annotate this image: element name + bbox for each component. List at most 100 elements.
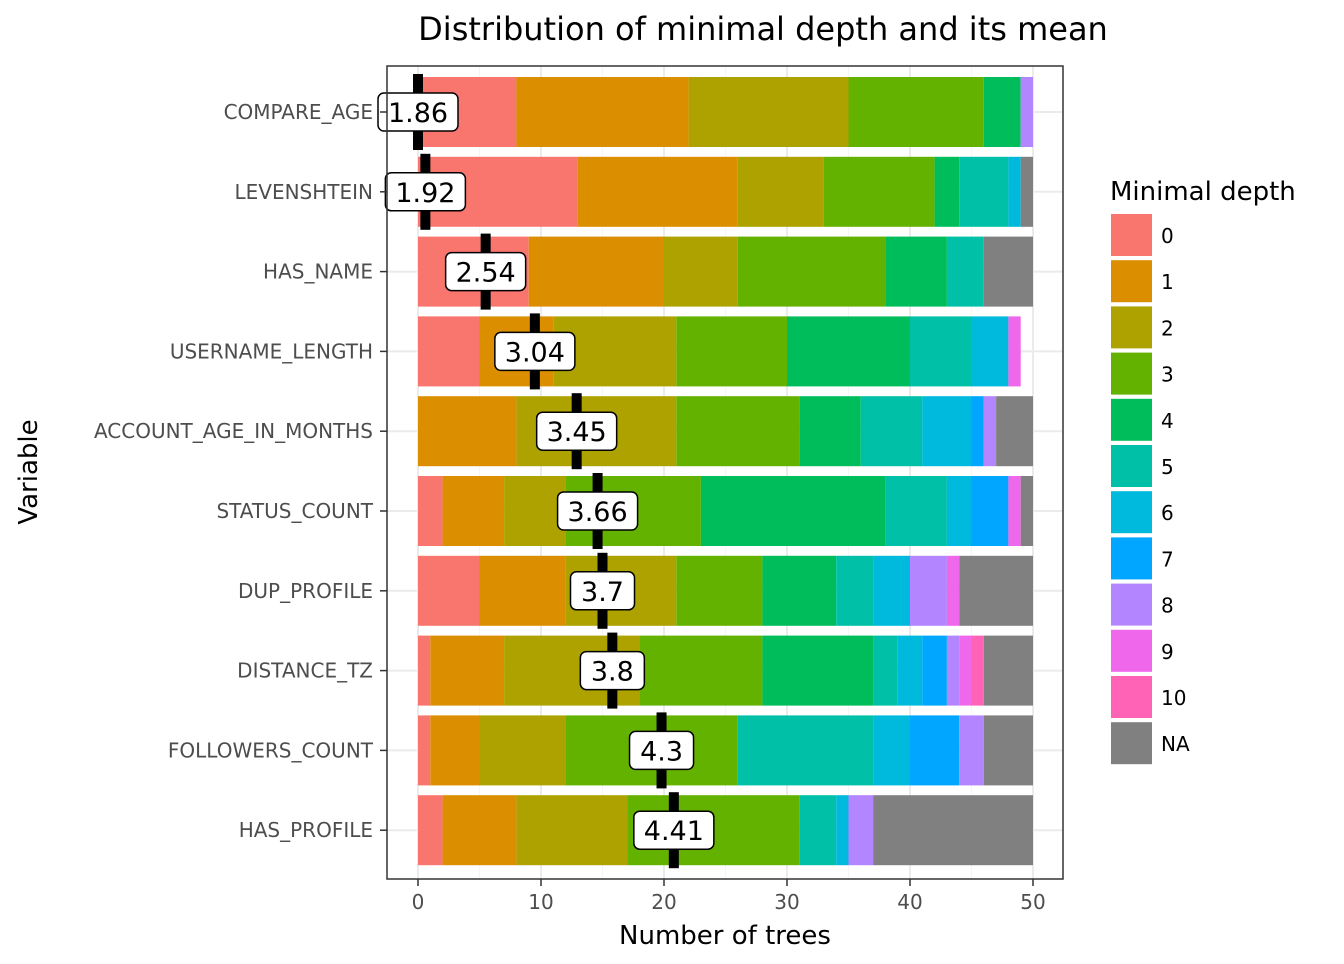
legend-label: 2 <box>1161 316 1174 340</box>
mean-label: 4.3 <box>640 736 683 767</box>
bar-segment <box>885 236 947 307</box>
y-tick-label: ACCOUNT_AGE_IN_MONTHS <box>94 419 373 443</box>
bar-segment <box>516 77 689 147</box>
bar-segment <box>418 715 431 786</box>
legend-label: 0 <box>1161 224 1174 248</box>
bar-segment <box>959 156 1009 227</box>
x-axis-label: Number of trees <box>619 921 831 951</box>
bars <box>418 77 1033 866</box>
bar-segment <box>885 476 947 546</box>
legend-swatch <box>1111 445 1152 487</box>
bar-segment <box>836 795 849 866</box>
mean-label-box <box>444 251 527 292</box>
bar-segment <box>676 555 763 626</box>
mean-label-box <box>569 571 636 611</box>
bar-segment <box>418 635 431 706</box>
bar-segment <box>971 316 1009 387</box>
bar-segment <box>873 555 910 626</box>
bar-segment <box>418 476 443 546</box>
bar-segment <box>836 555 874 626</box>
bar-segment <box>737 236 886 307</box>
legend-label: 7 <box>1161 547 1174 571</box>
mean-label: 2.54 <box>456 258 516 289</box>
bar-segment <box>737 715 874 786</box>
x-tick-label: 30 <box>774 890 799 914</box>
y-tick-label: FOLLOWERS_COUNT <box>168 738 374 762</box>
mean-label: 3.66 <box>568 497 628 528</box>
bar-segment <box>996 396 1033 467</box>
bar-segment <box>971 476 1009 546</box>
legend-label: NA <box>1161 732 1190 756</box>
y-tick-label: HAS_NAME <box>263 260 373 284</box>
bar-segment <box>676 396 800 467</box>
legend-label: 9 <box>1161 640 1174 664</box>
bar-segment <box>479 715 566 786</box>
bar-segment <box>959 715 984 786</box>
bar-segment <box>946 476 972 546</box>
bar-segment <box>737 156 824 227</box>
bar-segment <box>442 476 505 546</box>
y-axis-label: Variable <box>14 419 44 524</box>
mean-label: 3.45 <box>547 417 607 448</box>
bar-segment <box>479 555 566 626</box>
bar-segment <box>848 795 874 866</box>
legend-label: 1 <box>1161 270 1174 294</box>
bar-segment <box>983 236 1033 307</box>
y-tick-label: COMPARE_AGE <box>224 100 373 124</box>
bar-segment <box>430 715 480 786</box>
bar-segment <box>823 156 935 227</box>
bar-segment <box>688 77 849 147</box>
bar-segment <box>504 476 566 546</box>
bar-segment <box>1020 156 1033 227</box>
bar-segment <box>639 635 763 706</box>
legend-swatch <box>1111 352 1152 395</box>
legend-title: Minimal depth <box>1110 177 1296 207</box>
x-tick-label: 50 <box>1020 890 1045 914</box>
bar-segment <box>983 635 1033 706</box>
bar-segment <box>442 795 517 866</box>
bar-segment <box>934 156 960 227</box>
bar-segment <box>418 555 480 626</box>
mean-label-box <box>494 331 576 372</box>
chart-title: Distribution of minimal depth and its me… <box>418 10 1108 48</box>
bar-segment <box>799 396 861 467</box>
x-tick-label: 20 <box>651 890 676 914</box>
legend-swatch <box>1111 537 1152 580</box>
bar-segment <box>922 396 972 467</box>
bar-segment <box>983 396 997 467</box>
mean-label-box <box>556 491 639 531</box>
legend-label: 3 <box>1161 363 1174 387</box>
legend-swatch <box>1111 676 1152 718</box>
legend-label: 8 <box>1161 594 1174 618</box>
legend-swatch <box>1111 214 1152 256</box>
legend-swatch <box>1111 583 1152 626</box>
bar-segment <box>1008 316 1021 387</box>
y-tick-label: USERNAME_LENGTH <box>170 339 373 363</box>
legend-swatch <box>1111 398 1152 441</box>
bar-segment <box>959 635 972 706</box>
legend: 0 1 2 3 4 5 6 7 8 9 10 NA <box>1111 214 1190 765</box>
legend-swatch <box>1111 722 1152 765</box>
y-tick-label: LEVENSHTEIN <box>234 180 373 204</box>
mean-label: 3.04 <box>505 337 565 368</box>
y-tick-label: DISTANCE_TZ <box>237 659 373 683</box>
bar-segment <box>787 316 910 387</box>
legend-label: 10 <box>1161 686 1186 710</box>
bar-segment <box>1008 156 1021 227</box>
bar-segment <box>516 795 628 866</box>
mean-label: 3.7 <box>581 577 624 608</box>
bar-segment <box>1020 476 1033 546</box>
y-tick-label: HAS_PROFILE <box>239 818 373 842</box>
bar-segment <box>959 555 1033 626</box>
bar-segment <box>1020 77 1033 147</box>
mean-label-box <box>633 810 715 850</box>
bar-segment <box>873 635 898 706</box>
mean-label: 4.41 <box>644 816 704 847</box>
bar-segment <box>418 396 517 467</box>
x-tick-label: 0 <box>412 890 425 914</box>
bar-segment <box>860 396 923 467</box>
y-tick-label: DUP_PROFILE <box>238 579 373 603</box>
x-axis: 0 10 20 30 40 50 <box>412 879 1046 914</box>
